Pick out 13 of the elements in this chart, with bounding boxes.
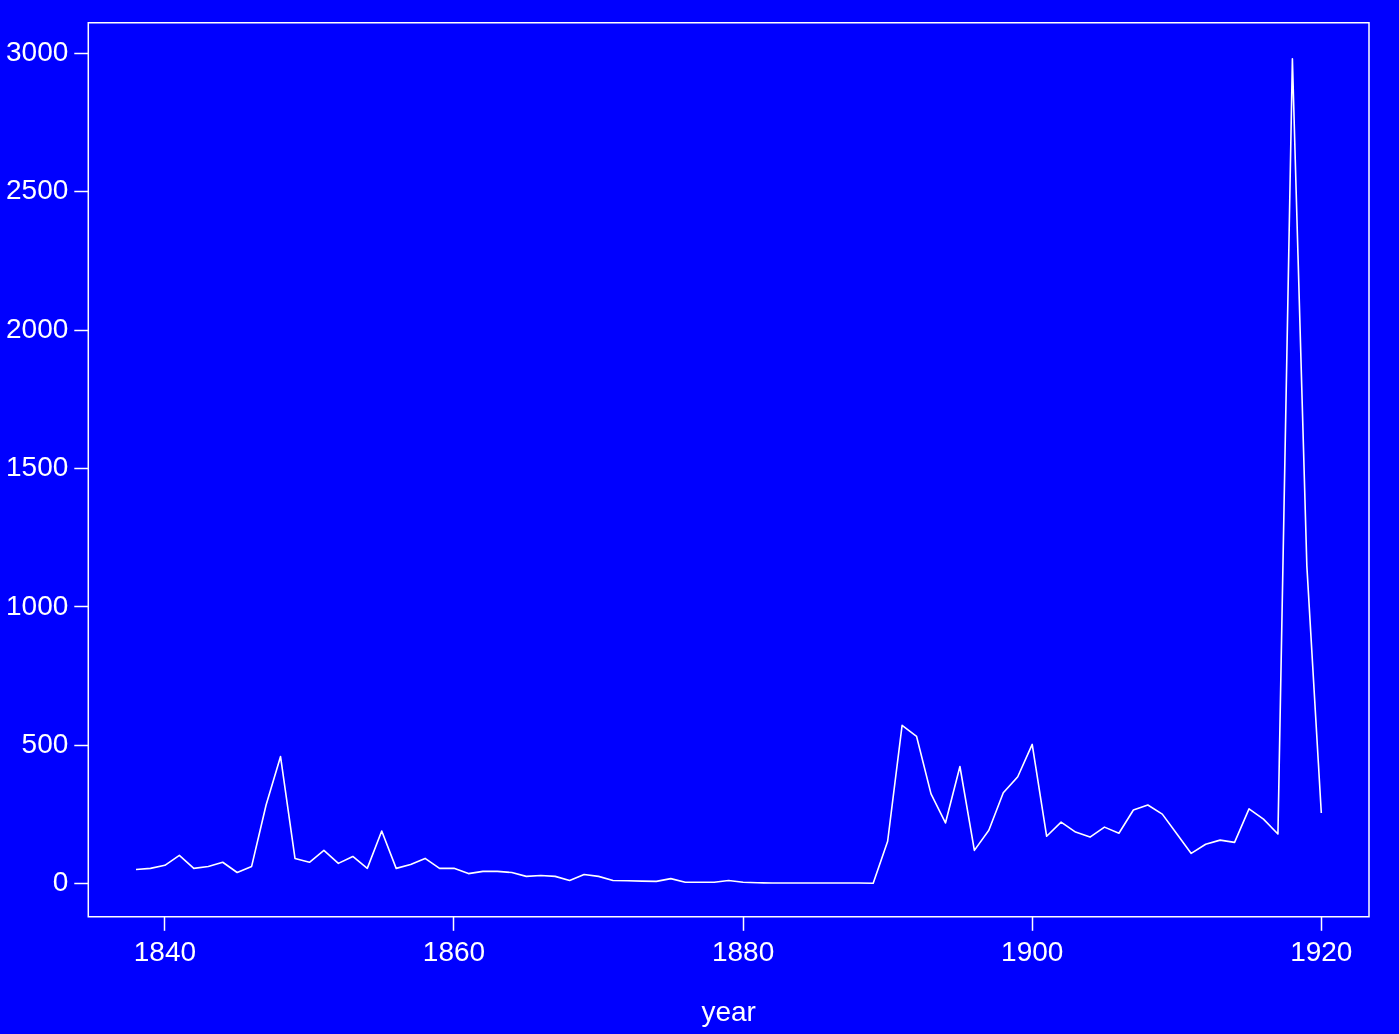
y-tick-label: 0	[52, 866, 69, 898]
x-tick-label: 1920	[1290, 936, 1353, 968]
y-tick-label: 2000	[5, 312, 69, 344]
x-tick-label: 1900	[1001, 936, 1064, 968]
x-tick-label: 1840	[133, 936, 197, 968]
x-tick-label: 1880	[711, 936, 775, 968]
y-tick-label: 500	[21, 727, 69, 759]
y-tick-label: 2500	[5, 174, 69, 206]
y-tick-label: 3000	[5, 35, 69, 67]
y-tick-label: 1000	[5, 589, 69, 621]
x-tick-label: 1860	[422, 936, 486, 968]
y-tick-label: 1500	[5, 451, 69, 483]
x-axis-title: year	[701, 995, 756, 1027]
